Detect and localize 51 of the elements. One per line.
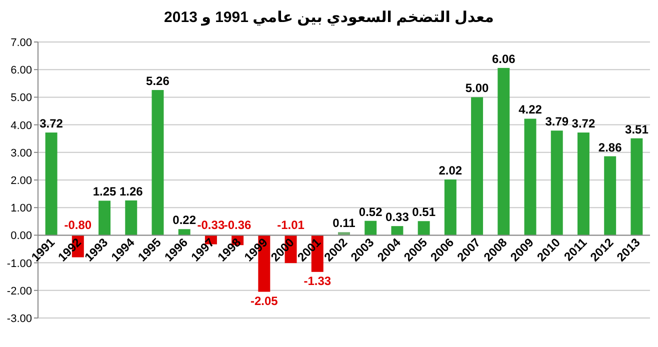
y-tick-label: 0.00 (10, 230, 32, 242)
bar (391, 226, 404, 236)
data-label: 0.11 (332, 216, 356, 230)
data-label: -1.01 (277, 218, 305, 232)
bar (98, 200, 111, 236)
y-tick-label: 4.00 (10, 120, 32, 132)
data-label: -2.05 (250, 294, 278, 308)
y-tick-label: -2.00 (6, 285, 32, 298)
data-label: -0.36 (224, 218, 252, 232)
bar (577, 132, 590, 236)
data-label: 3.72 (572, 116, 596, 131)
bar (444, 179, 456, 236)
bar (498, 68, 510, 236)
bar (524, 118, 536, 236)
data-label: 6.06 (492, 52, 516, 66)
data-label: 4.22 (518, 102, 542, 117)
data-label: 3.79 (545, 114, 569, 129)
bar (45, 132, 58, 236)
data-label: 0.51 (412, 205, 436, 220)
y-tick-label: 2.00 (10, 175, 32, 187)
y-tick-label: 5.00 (10, 92, 32, 104)
data-label: -1.33 (304, 274, 332, 288)
data-label: 5.26 (146, 74, 170, 88)
data-label: 3.51 (625, 122, 649, 136)
bar (178, 229, 190, 236)
data-label: -0.80 (64, 218, 92, 232)
bar (152, 90, 164, 236)
y-tick-label: 1.00 (10, 202, 32, 215)
data-label: -0.33 (197, 218, 225, 232)
bar (550, 130, 563, 236)
data-label: 3.72 (40, 116, 64, 131)
bar (604, 156, 616, 236)
bar (630, 138, 643, 236)
y-tick-label: 3.00 (10, 147, 32, 160)
bar (125, 200, 138, 236)
data-label: 1.25 (92, 184, 117, 199)
data-label: 5.00 (465, 81, 490, 96)
data-label: 1.26 (119, 184, 144, 198)
bar (471, 97, 484, 236)
y-tick-label: -3.00 (6, 313, 32, 325)
y-tick-label: 7.00 (10, 37, 32, 49)
y-tick-label: -1.00 (6, 258, 32, 270)
y-tick-label: 6.00 (10, 64, 32, 77)
data-label: 0.33 (386, 210, 410, 224)
data-label: 2.86 (598, 140, 622, 154)
data-label: 2.02 (438, 163, 462, 178)
chart-title: معدل التضخم السعودي بين عامي 1991 و 2013 (164, 9, 494, 26)
data-label: 0.52 (358, 204, 383, 219)
bar (418, 221, 430, 236)
bar (364, 220, 377, 236)
data-label: 0.22 (172, 213, 196, 228)
